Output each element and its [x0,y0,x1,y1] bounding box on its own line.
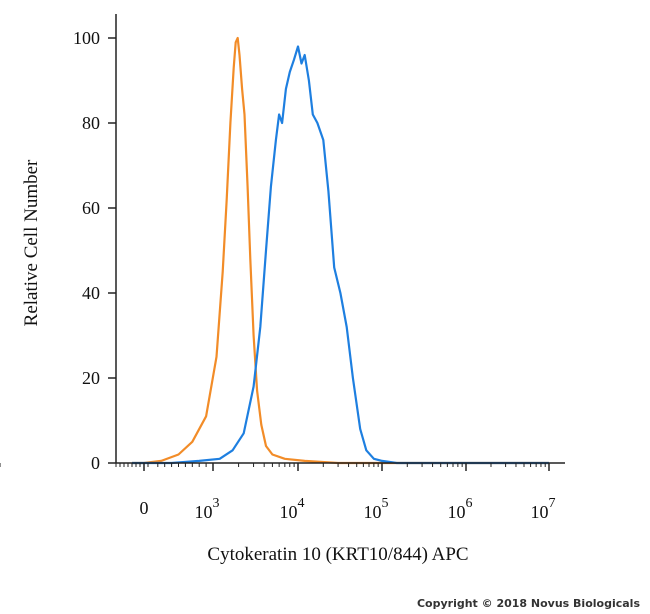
y-tick-label: 100 [73,28,100,48]
x-tick-label: 104 [280,496,305,522]
x-tick-label: 0 [140,498,149,518]
x-tick-base: 10 [364,502,382,522]
x-tick-exponent: 4 [298,496,305,511]
x-tick-exponent: 6 [466,496,473,511]
series-line-1 [132,36,549,465]
y-tick-label: 80 [82,113,100,133]
series-line-2 [132,45,549,465]
x-tick-base: 10 [195,502,213,522]
x-tick-base: 10 [531,502,549,522]
axes-layer [115,14,565,464]
y-tick-label: 20 [82,368,100,388]
x-axis-title: Cytokeratin 10 (KRT10/844) APC [207,544,468,565]
x-tick-label: 105 [364,496,389,522]
x-tick-exponent: 5 [382,496,389,511]
y-axis-title: Relative Cell Number [21,159,42,326]
y-tick-label: 0 [91,453,100,473]
copyright-notice: Copyright © 2018 Novus Biologicals [416,597,640,610]
x-tick-exponent: 7 [549,496,556,511]
x-tick-exponent: 3 [213,496,220,511]
x-tick-label: 107 [531,496,556,522]
x-tick-label: 103 [195,496,220,522]
x-tick-label: 106 [448,496,473,522]
series-layer [132,36,549,465]
x-tick-base: 10 [280,502,298,522]
y-tick-label: 60 [82,198,100,218]
x-tick-base: 10 [448,502,466,522]
y-tick-label: 40 [82,283,100,303]
